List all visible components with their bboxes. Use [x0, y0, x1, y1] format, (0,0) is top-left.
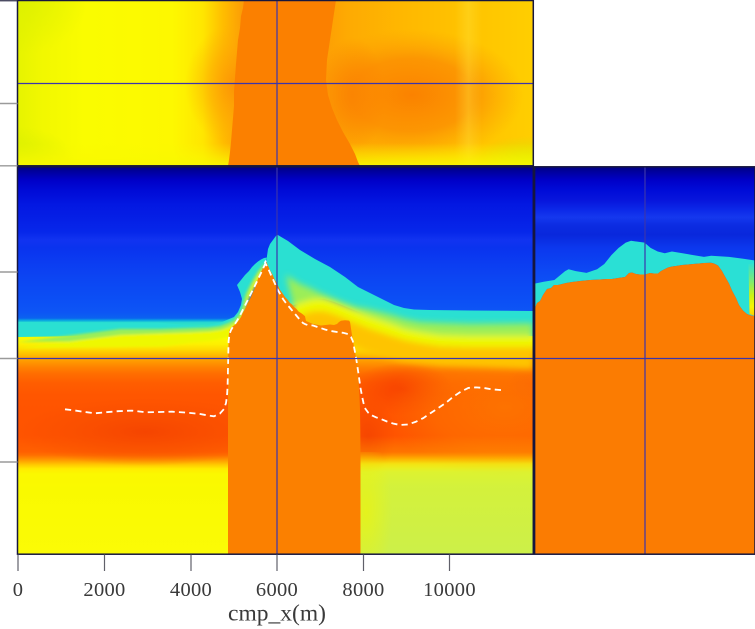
svg-text:cmp_x(m): cmp_x(m) [228, 601, 326, 627]
svg-text:8000: 8000 [342, 579, 384, 601]
svg-text:0: 0 [13, 579, 24, 601]
svg-text:10000: 10000 [423, 579, 476, 601]
svg-text:4000: 4000 [170, 579, 212, 601]
svg-text:2000: 2000 [83, 579, 125, 601]
svg-text:6000: 6000 [256, 579, 298, 601]
